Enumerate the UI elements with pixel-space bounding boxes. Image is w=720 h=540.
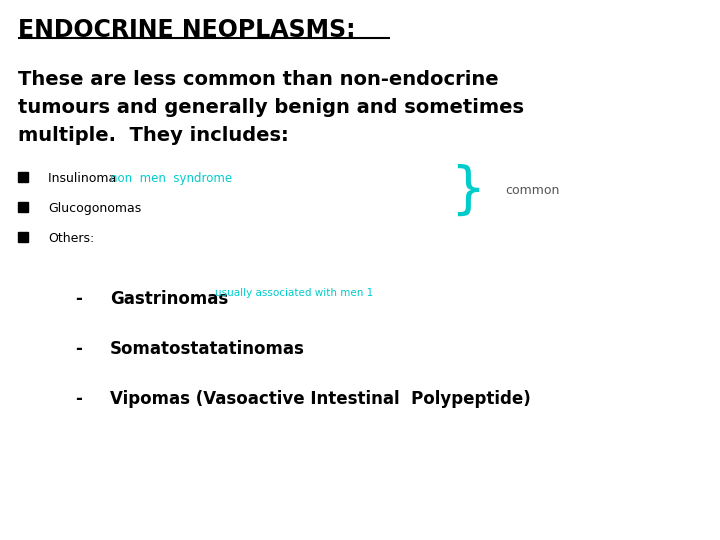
Text: -: - xyxy=(75,290,82,308)
Text: Vipomas (Vasoactive Intestinal  Polypeptide): Vipomas (Vasoactive Intestinal Polypepti… xyxy=(110,390,531,408)
Text: Gastrinomas: Gastrinomas xyxy=(110,290,228,308)
Text: ENDOCRINE NEOPLASMS:: ENDOCRINE NEOPLASMS: xyxy=(18,18,356,42)
Text: multiple.  They includes:: multiple. They includes: xyxy=(18,126,289,145)
Text: Glucogonomas: Glucogonomas xyxy=(48,202,141,215)
Text: usually associated with men 1: usually associated with men 1 xyxy=(215,288,373,298)
Text: common: common xyxy=(505,185,559,198)
Text: These are less common than non-endocrine: These are less common than non-endocrine xyxy=(18,70,499,89)
Text: non  men  syndrome: non men syndrome xyxy=(110,172,232,185)
Text: Insulinoma: Insulinoma xyxy=(48,172,120,185)
Bar xyxy=(18,202,28,212)
Text: -: - xyxy=(75,390,82,408)
Text: -: - xyxy=(75,340,82,358)
Bar xyxy=(18,232,28,242)
Text: }: } xyxy=(450,164,485,218)
Bar xyxy=(18,172,28,182)
Text: tumours and generally benign and sometimes: tumours and generally benign and sometim… xyxy=(18,98,524,117)
Text: Others:: Others: xyxy=(48,232,94,245)
Text: Somatostatatinomas: Somatostatatinomas xyxy=(110,340,305,358)
